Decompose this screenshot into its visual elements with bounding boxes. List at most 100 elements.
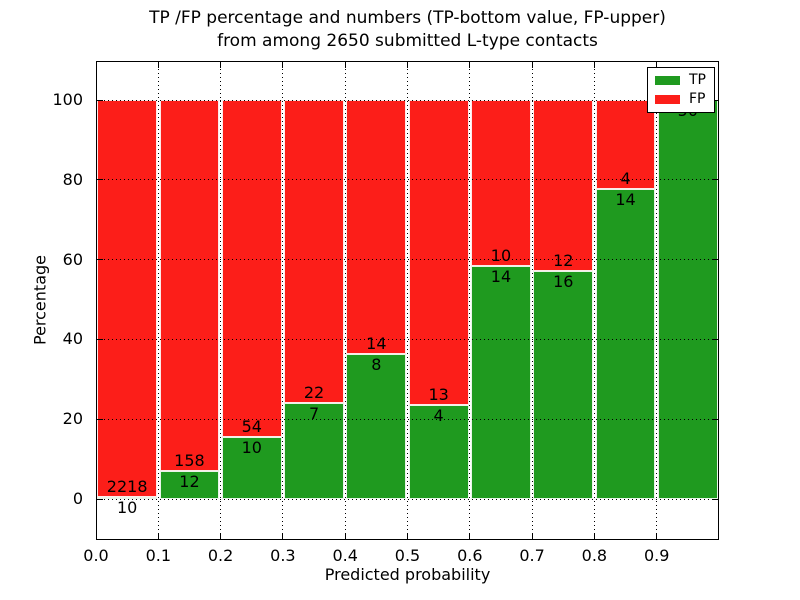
tp-legend-label: TP — [689, 72, 706, 88]
x-tick-label: 0.1 — [145, 546, 172, 565]
x-tick-label: 0.7 — [519, 546, 545, 565]
tp-bar-segment — [159, 470, 220, 499]
y-tick-label: 40 — [62, 329, 83, 349]
fp-bar-segment — [97, 100, 158, 498]
chart-title-line2: from among 2650 submitted L-type contact… — [217, 31, 598, 51]
y-tick-mark — [96, 418, 103, 420]
vertical-gridline — [656, 61, 658, 540]
y-tick-label: 0 — [72, 489, 83, 508]
x-tick-mark-top — [344, 61, 346, 68]
x-tick-mark — [531, 533, 533, 540]
tp-bar-segment — [408, 405, 469, 499]
y-tick-mark — [96, 179, 103, 181]
vertical-gridline — [220, 61, 222, 540]
tp-bar-segment — [657, 100, 718, 499]
fp-count-label: 14 — [366, 333, 387, 353]
tp-count-label: 14 — [615, 189, 636, 209]
fp-count-label: 10 — [490, 246, 512, 266]
x-tick-mark — [656, 533, 658, 540]
tp-count-label: 8 — [371, 354, 382, 374]
y-tick-label: 80 — [62, 169, 83, 189]
y-tick-mark-right — [712, 259, 719, 261]
fp-legend-swatch — [655, 95, 680, 104]
y-tick-mark-right — [712, 418, 719, 420]
x-tick-mark-top — [469, 61, 471, 68]
vertical-gridline — [344, 61, 346, 540]
fp-count-label: 4 — [620, 168, 631, 188]
fp-count-label: 12 — [553, 251, 574, 270]
fp-bar-segment — [159, 100, 220, 471]
x-tick-mark-top — [157, 61, 159, 68]
tp-count-label: 7 — [308, 403, 320, 423]
fp-bar-segment — [408, 100, 469, 406]
tp-count-label: 12 — [179, 471, 200, 491]
tp-bar-segment — [346, 353, 407, 499]
x-tick-mark — [344, 533, 346, 540]
y-tick-label: 20 — [62, 409, 83, 429]
horizontal-gridline — [96, 179, 719, 181]
tp-bar-segment — [595, 188, 656, 499]
fp-bar-segment — [595, 100, 656, 189]
vertical-gridline — [157, 61, 159, 540]
fp-bar-segment — [346, 100, 407, 354]
x-tick-mark-top — [407, 61, 408, 68]
x-tick-label: 0.4 — [332, 546, 358, 565]
tp-count-label: 4 — [433, 406, 444, 426]
y-tick-mark-right — [712, 338, 719, 340]
fp-bar-segment — [533, 100, 594, 271]
x-tick-mark-top — [220, 61, 222, 68]
x-tick-mark — [593, 533, 595, 540]
fp-bar-segment — [284, 100, 344, 403]
tp-bar-segment — [221, 436, 282, 499]
horizontal-gridline — [96, 498, 719, 500]
x-tick-mark-top — [593, 61, 595, 68]
x-tick-mark — [220, 533, 222, 540]
x-axis-label: Predicted probability — [324, 565, 491, 584]
fp-bar-segment — [221, 100, 282, 437]
y-tick-mark — [96, 99, 103, 101]
tp-count-label: 14 — [490, 267, 512, 287]
y-tick-mark-right — [712, 498, 719, 500]
tp-bar-segment — [471, 266, 531, 499]
y-tick-label: 100 — [52, 90, 83, 109]
y-tick-mark — [96, 259, 103, 261]
legend: TP FP — [647, 67, 715, 113]
vertical-gridline — [469, 61, 471, 540]
x-tick-label: 0.8 — [581, 546, 608, 565]
horizontal-gridline — [96, 418, 719, 420]
y-tick-mark — [96, 498, 103, 500]
plot-area: 2218101581254102271481341014121641450 — [95, 61, 719, 540]
tp-legend-swatch — [655, 76, 680, 85]
y-tick-mark-right — [712, 179, 719, 181]
x-tick-mark-top — [531, 61, 533, 68]
x-tick-label: 0.2 — [207, 546, 234, 565]
x-tick-label: 0.0 — [83, 546, 109, 565]
horizontal-gridline — [96, 259, 719, 261]
x-tick-mark — [282, 533, 284, 540]
x-tick-mark — [157, 533, 159, 540]
legend-entry: TP — [655, 73, 707, 88]
vertical-gridline — [407, 61, 408, 540]
fp-legend-label: FP — [689, 91, 706, 107]
vertical-gridline — [531, 61, 533, 540]
y-tick-label: 60 — [62, 249, 83, 269]
horizontal-gridline — [96, 338, 719, 340]
vertical-gridline — [593, 61, 595, 540]
fp-count-label: 2218 — [106, 477, 148, 497]
chart-title-line1: TP /FP percentage and numbers (TP-bottom… — [149, 8, 666, 28]
chart-title: TP /FP percentage and numbers (TP-bottom… — [96, 7, 719, 53]
tp-bar-segment — [533, 271, 594, 499]
x-tick-label: 0.5 — [394, 546, 421, 565]
x-tick-mark-top — [656, 61, 658, 68]
y-tick-mark — [96, 338, 103, 340]
fp-count-label: 158 — [174, 450, 205, 470]
x-tick-mark — [95, 533, 97, 540]
y-tick-mark-right — [712, 99, 719, 101]
fp-count-label: 22 — [303, 382, 325, 402]
x-tick-label: 0.3 — [270, 546, 296, 565]
tp-count-label: 10 — [241, 437, 262, 457]
x-tick-mark-top — [95, 61, 97, 68]
x-tick-mark — [407, 533, 408, 540]
fp-count-label: 54 — [241, 416, 262, 436]
